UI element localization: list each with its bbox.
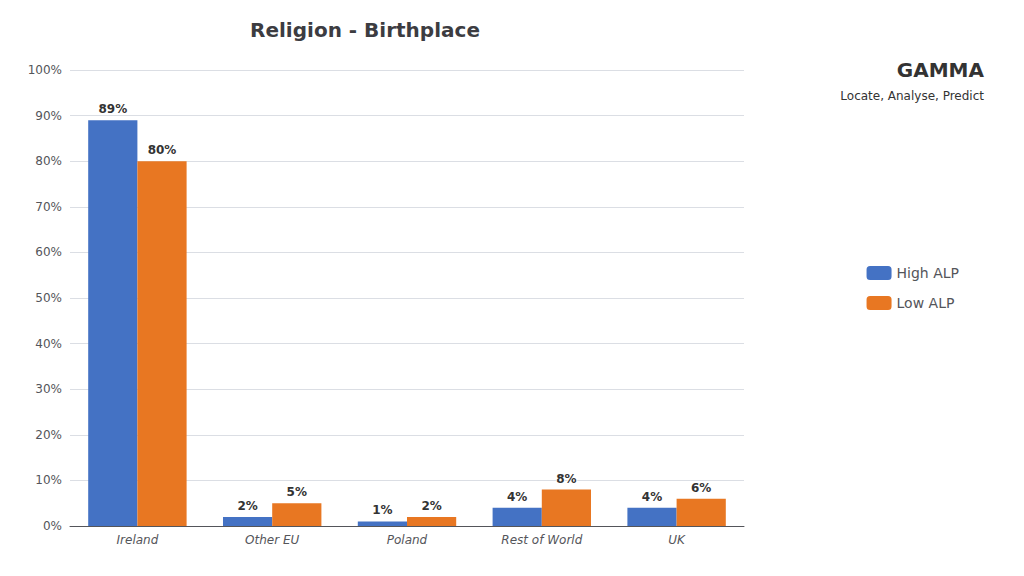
svg-text:Religion - Birthplace: Religion - Birthplace [250,18,480,42]
svg-text:5%: 5% [287,485,307,499]
svg-text:0%: 0% [43,519,62,533]
svg-text:100%: 100% [28,63,62,77]
svg-text:1%: 1% [372,503,392,517]
svg-text:Poland: Poland [387,533,428,547]
svg-text:2%: 2% [237,499,257,513]
svg-text:UK: UK [668,533,686,547]
svg-text:80%: 80% [35,154,62,168]
svg-text:70%: 70% [35,200,62,214]
svg-text:Other EU: Other EU [245,533,299,547]
svg-text:10%: 10% [35,473,62,487]
svg-text:90%: 90% [35,109,62,123]
svg-text:6%: 6% [691,481,711,495]
svg-text:Locate, Analyse, Predict: Locate, Analyse, Predict [840,89,984,103]
svg-text:89%: 89% [98,102,127,116]
svg-text:80%: 80% [148,143,177,157]
svg-text:8%: 8% [556,472,576,486]
svg-text:Rest of World: Rest of World [501,533,582,547]
svg-text:Ireland: Ireland [117,533,159,547]
svg-text:2%: 2% [421,499,441,513]
svg-text:30%: 30% [35,382,62,396]
svg-text:50%: 50% [35,291,62,305]
svg-text:4%: 4% [642,490,662,504]
svg-text:20%: 20% [35,428,62,442]
svg-text:High ALP: High ALP [897,265,959,281]
svg-text:4%: 4% [507,490,527,504]
svg-text:40%: 40% [35,337,62,351]
svg-text:Low ALP: Low ALP [897,295,955,311]
svg-text:GAMMA: GAMMA [897,58,985,82]
svg-text:60%: 60% [35,245,62,259]
